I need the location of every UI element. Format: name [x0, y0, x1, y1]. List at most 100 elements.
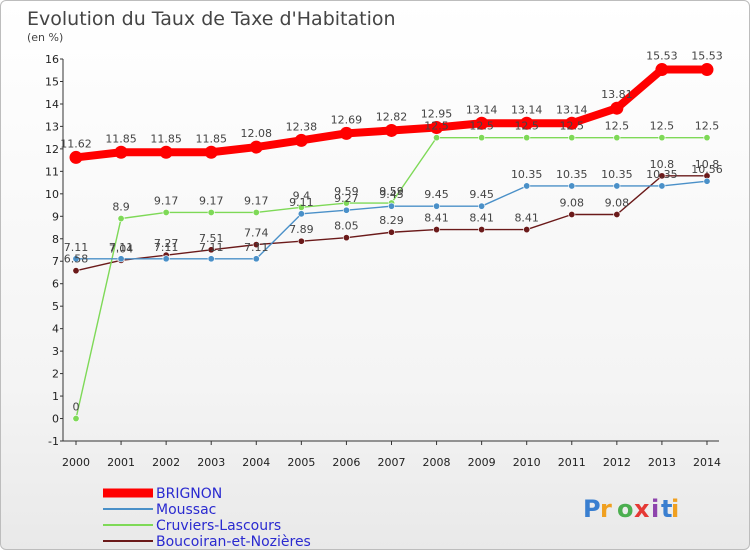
data-label-s2-3: 9.17 — [199, 194, 224, 207]
data-label-s0-6: 12.69 — [331, 113, 363, 126]
data-label-s3-14: 10.8 — [695, 158, 720, 171]
data-point-s1-1 — [117, 255, 125, 263]
data-label-s2-11: 12.5 — [560, 120, 585, 133]
y-tick-label: 2 — [52, 368, 59, 381]
data-label-s1-2: 7.11 — [154, 241, 179, 254]
data-point-s3-7 — [387, 228, 395, 236]
data-label-s2-14: 12.5 — [695, 120, 720, 133]
y-tick-label: 8 — [52, 233, 59, 246]
data-point-s3-4 — [252, 241, 260, 249]
data-point-s2-14 — [703, 134, 711, 142]
data-label-s0-2: 11.85 — [150, 132, 182, 145]
data-point-s1-12 — [613, 182, 621, 190]
data-label-s3-13: 10.8 — [650, 158, 675, 171]
data-label-s3-9: 8.41 — [469, 212, 494, 225]
logo-letter: x — [634, 495, 650, 523]
data-label-s0-8: 12.95 — [421, 108, 453, 121]
data-point-s0-4 — [249, 140, 263, 154]
y-tick-label: 5 — [52, 300, 59, 313]
y-tick-label: 3 — [52, 345, 59, 358]
data-label-s0-14: 15.53 — [691, 50, 723, 63]
x-tick-label: 2012 — [603, 456, 631, 469]
data-label-s1-1: 7.11 — [109, 241, 134, 254]
chart-subtitle: (en %) — [27, 31, 63, 44]
x-tick-label: 2011 — [558, 456, 586, 469]
data-label-s0-1: 11.85 — [105, 132, 137, 145]
y-tick-label: 9 — [52, 210, 59, 223]
data-point-s0-8 — [430, 121, 444, 135]
data-point-s1-14 — [703, 177, 711, 185]
data-point-s3-9 — [478, 226, 486, 234]
logo-letter: t — [661, 495, 672, 523]
data-point-s3-0 — [72, 267, 80, 275]
data-point-s0-2 — [159, 145, 173, 159]
logo-letter: o — [617, 495, 634, 523]
data-label-s1-4: 7.11 — [244, 241, 269, 254]
data-point-s2-4 — [252, 208, 260, 216]
data-label-s3-3: 7.51 — [199, 232, 224, 245]
data-label-s2-1: 8.9 — [112, 201, 130, 214]
data-label-s3-4: 7.74 — [244, 227, 269, 240]
data-point-s1-13 — [658, 182, 666, 190]
data-label-s2-5: 9.4 — [293, 189, 311, 202]
data-point-s1-5 — [297, 210, 305, 218]
data-point-s2-0 — [72, 415, 80, 423]
data-label-s3-8: 8.41 — [424, 212, 449, 225]
data-point-s1-4 — [252, 255, 260, 263]
data-point-s1-7 — [387, 202, 395, 210]
legend: BRIGNONMoussacCruviers-LascoursBoucoiran… — [103, 486, 311, 550]
data-point-s2-10 — [523, 134, 531, 142]
data-label-s3-7: 8.29 — [379, 214, 404, 227]
data-point-s3-8 — [433, 226, 441, 234]
data-point-s2-1 — [117, 215, 125, 223]
data-point-s0-10 — [520, 116, 534, 130]
legend-label-1: Moussac — [156, 502, 216, 518]
data-label-s3-5: 7.89 — [289, 223, 314, 236]
y-tick-label: 16 — [45, 53, 59, 66]
y-tick-label: 4 — [52, 323, 59, 336]
x-tick-label: 2004 — [242, 456, 270, 469]
data-label-s3-10: 8.41 — [514, 212, 539, 225]
legend-label-0: BRIGNON — [156, 486, 222, 502]
x-tick-label: 2002 — [152, 456, 180, 469]
x-tick-label: 2006 — [332, 456, 360, 469]
data-point-s3-10 — [523, 226, 531, 234]
data-point-s2-12 — [613, 134, 621, 142]
data-label-s0-3: 11.85 — [195, 132, 227, 145]
legend-label-2: Cruviers-Lascours — [156, 518, 281, 534]
data-point-s1-9 — [478, 202, 486, 210]
legend-label-3: Boucoiran-et-Nozières — [156, 534, 311, 550]
data-point-s0-3 — [204, 145, 218, 159]
x-tick-label: 2000 — [62, 456, 90, 469]
data-label-s0-9: 13.14 — [466, 103, 498, 116]
y-tick-label: 1 — [52, 390, 59, 403]
data-point-s2-8 — [433, 134, 441, 142]
data-label-s2-8: 12.5 — [424, 120, 449, 133]
x-tick-label: 2008 — [423, 456, 451, 469]
data-point-s1-10 — [523, 182, 531, 190]
data-point-s3-13 — [658, 172, 666, 180]
data-label-s2-10: 12.5 — [514, 120, 539, 133]
data-label-s2-2: 9.17 — [154, 194, 179, 207]
data-label-s1-6: 9.27 — [334, 192, 359, 205]
data-point-s2-13 — [658, 134, 666, 142]
data-label-s0-7: 12.82 — [376, 110, 408, 123]
data-label-s2-6: 9.59 — [334, 185, 359, 198]
data-point-s0-7 — [384, 123, 398, 137]
data-point-s1-11 — [568, 182, 576, 190]
x-tick-label: 2001 — [107, 456, 135, 469]
data-label-s1-10: 10.35 — [511, 168, 543, 181]
y-tick-label: 12 — [45, 143, 59, 156]
data-label-s3-2: 7.27 — [154, 237, 179, 250]
data-point-s0-6 — [339, 126, 353, 140]
data-point-s0-14 — [700, 63, 714, 77]
data-point-s0-11 — [565, 116, 579, 130]
data-label-s2-13: 12.5 — [650, 120, 675, 133]
data-label-s0-11: 13.14 — [556, 103, 588, 116]
data-label-s3-0: 6.58 — [64, 253, 89, 266]
data-label-s3-6: 8.05 — [334, 220, 359, 233]
data-point-s1-6 — [342, 206, 350, 214]
x-tick-label: 2005 — [287, 456, 315, 469]
